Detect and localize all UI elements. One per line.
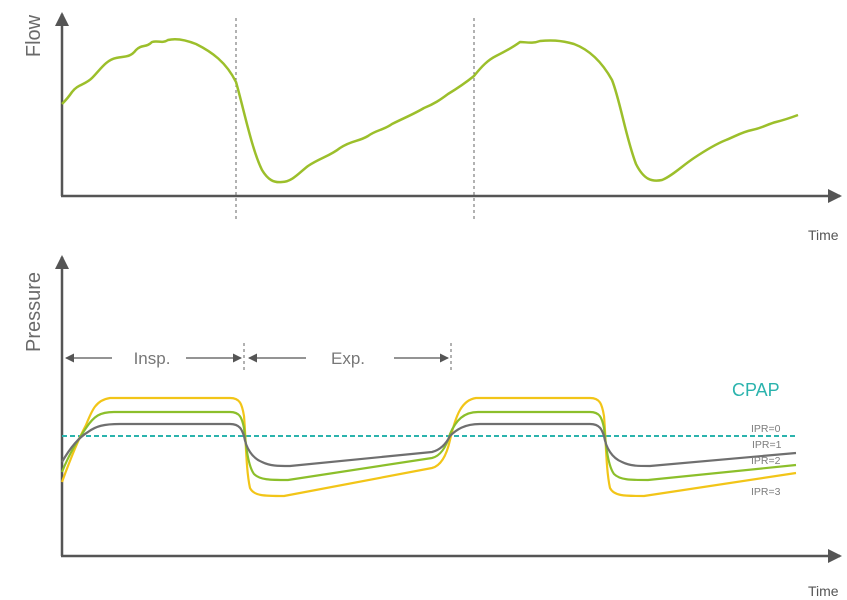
pressure-panel: Pressure Time Insp. Exp. CPAP IPR=0 IPR=… bbox=[23, 255, 842, 599]
ipr0-label: IPR=0 bbox=[751, 423, 781, 435]
flow-curve bbox=[61, 37, 799, 184]
ipr2-curve bbox=[60, 410, 797, 482]
ipr3-label: IPR=3 bbox=[751, 486, 781, 498]
flow-time-label: Time bbox=[808, 227, 839, 243]
cpap-label: CPAP bbox=[732, 380, 780, 400]
flow-panel: Flow Time bbox=[23, 12, 842, 243]
ipr0-curve bbox=[61, 422, 797, 468]
inspiration-marker: Insp. bbox=[65, 349, 242, 368]
ipr2-label: IPR=2 bbox=[751, 455, 781, 467]
expiration-marker: Exp. bbox=[248, 349, 449, 368]
insp-label: Insp. bbox=[134, 349, 171, 368]
pressure-time-label: Time bbox=[808, 583, 839, 599]
ipr1-label: IPR=1 bbox=[752, 439, 782, 451]
pressure-axis-label: Pressure bbox=[23, 272, 45, 352]
flow-axis-label: Flow bbox=[23, 14, 45, 57]
exp-label: Exp. bbox=[331, 349, 365, 368]
